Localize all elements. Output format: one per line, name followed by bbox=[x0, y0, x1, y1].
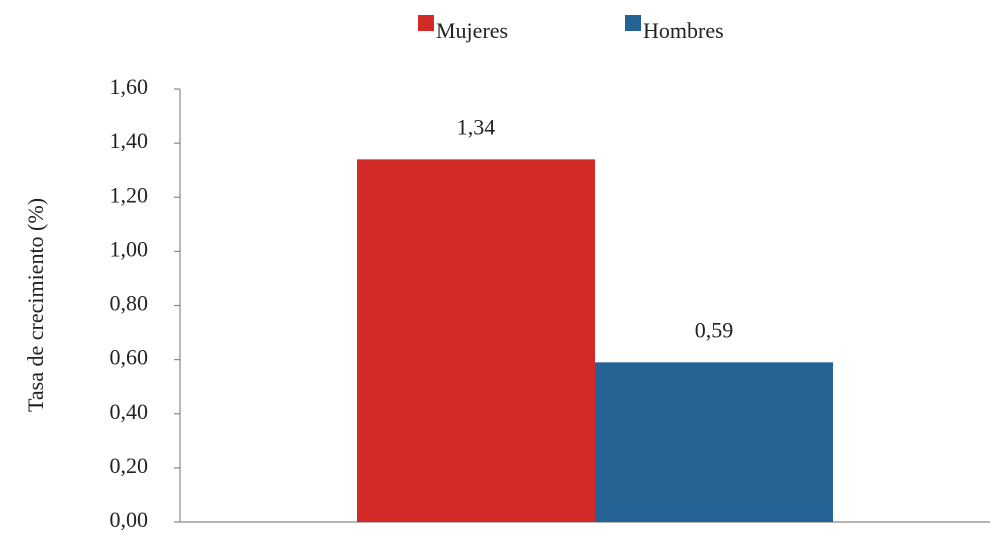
y-tick-label: 0,20 bbox=[110, 453, 149, 478]
bar bbox=[357, 159, 595, 523]
legend-label: Mujeres bbox=[436, 18, 508, 43]
bar bbox=[595, 362, 833, 522]
y-tick-label: 0,80 bbox=[110, 291, 149, 316]
y-tick-label: 1,40 bbox=[110, 128, 149, 153]
legend-swatch bbox=[625, 15, 641, 31]
legend-swatch bbox=[418, 15, 434, 31]
y-tick-label: 0,60 bbox=[110, 345, 149, 370]
data-label: 1,34 bbox=[457, 114, 496, 139]
y-tick-label: 1,00 bbox=[110, 236, 149, 261]
data-label: 0,59 bbox=[695, 317, 734, 342]
y-tick-label: 1,60 bbox=[110, 74, 149, 99]
y-tick-label: 1,20 bbox=[110, 182, 149, 207]
y-axis-label: Tasa de crecimiento (%) bbox=[23, 198, 48, 412]
y-tick-label: 0,40 bbox=[110, 399, 149, 424]
y-tick-label: 0,00 bbox=[110, 507, 149, 532]
legend-label: Hombres bbox=[643, 18, 724, 43]
